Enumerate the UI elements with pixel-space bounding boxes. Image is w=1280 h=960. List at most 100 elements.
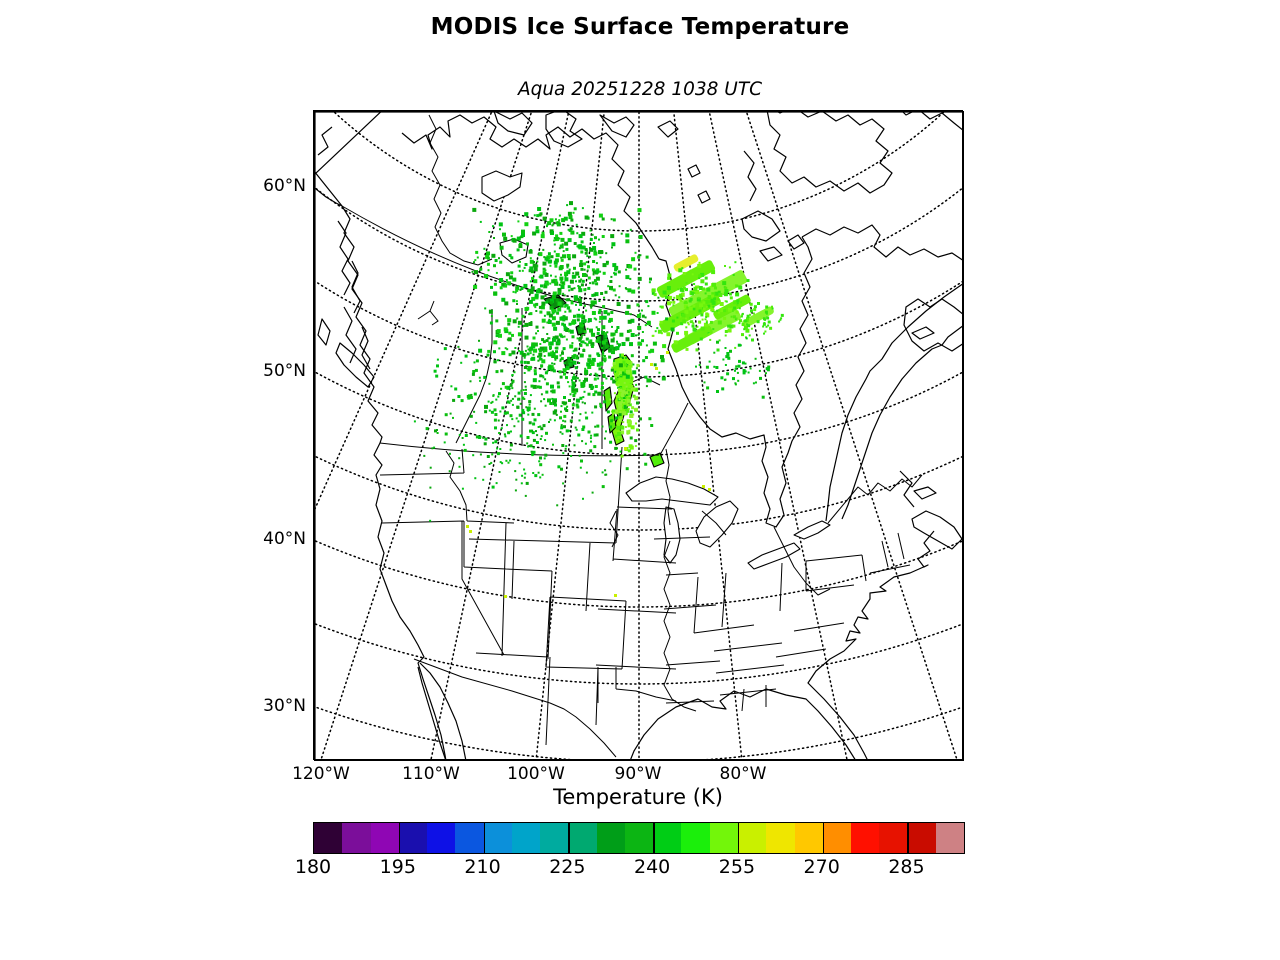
- temperature-pixel: [598, 300, 601, 302]
- temperature-pixel: [554, 264, 558, 268]
- temperature-pixel: [585, 471, 588, 474]
- temperature-pixel: [539, 346, 544, 351]
- river-mississippi: [664, 541, 696, 711]
- temperature-pixel: [601, 425, 604, 428]
- temperature-pixel: [570, 300, 573, 303]
- temperature-pixel: [684, 330, 689, 335]
- temperature-pixel: [584, 215, 589, 220]
- temperature-pixel: [538, 357, 542, 361]
- temperature-pixel: [507, 322, 511, 326]
- temperature-pixel: [628, 329, 632, 333]
- temperature-pixel: [625, 408, 630, 413]
- temperature-pixel: [547, 352, 552, 357]
- lon-tick-label: 110°W: [402, 764, 460, 784]
- temperature-pixel: [747, 324, 751, 328]
- temperature-pixel: [636, 363, 640, 367]
- temperature-pixel: [569, 227, 573, 231]
- temperature-pixel: [601, 471, 604, 474]
- temperature-pixel: [443, 441, 446, 444]
- temperature-pixel: [479, 220, 482, 223]
- temperature-pixel: [521, 269, 524, 272]
- lon-tick-label: 100°W: [507, 764, 565, 784]
- temperature-pixel: [555, 350, 558, 354]
- temperature-pixel: [506, 400, 510, 404]
- temperature-pixel: [628, 403, 632, 407]
- temperature-pixel: [532, 450, 536, 454]
- temperature-pixel: [538, 305, 542, 309]
- temperature-pixel: [617, 432, 622, 436]
- temperature-pixel: [562, 347, 566, 351]
- temperature-pixel: [704, 318, 707, 321]
- river-peace: [418, 301, 438, 325]
- temperature-pixel: [507, 318, 512, 323]
- temperature-pixel: [646, 378, 651, 383]
- temperature-pixel: [673, 340, 678, 345]
- temperature-pixel: [707, 295, 712, 300]
- temperature-pixel: [745, 337, 748, 340]
- temperature-pixel: [640, 309, 643, 312]
- temperature-pixel: [582, 497, 584, 500]
- temperature-pixel: [569, 393, 572, 396]
- temperature-pixel: [490, 461, 493, 464]
- temperature-pixel: [513, 425, 516, 428]
- temperature-pixel: [733, 300, 738, 305]
- temperature-pixel: [571, 411, 574, 414]
- temperature-pixel: [602, 305, 606, 309]
- temperature-pixel: [619, 355, 622, 358]
- temperature-pixel: [553, 243, 556, 246]
- temperature-pixel: [724, 364, 727, 366]
- temperature-pixel: [579, 353, 584, 358]
- temperature-pixel: [537, 355, 539, 358]
- temperature-pixel: [695, 348, 699, 352]
- temperature-pixel: [631, 384, 634, 387]
- temperature-pixel: [612, 218, 616, 222]
- temperature-pixel: [664, 296, 668, 299]
- temperature-pixel: [472, 370, 476, 373]
- temperature-pixel: [616, 302, 621, 306]
- temperature-pixel: [508, 353, 512, 357]
- temperature-pixel: [589, 449, 593, 453]
- temperature-pixel: [730, 309, 734, 312]
- temperature-pixel: [598, 213, 603, 218]
- temperature-pixel: [493, 350, 496, 354]
- temperature-pixel: [651, 310, 656, 315]
- lon-tick-label: 80°W: [719, 764, 767, 784]
- temperature-pixel: [701, 318, 704, 321]
- temperature-pixel: [573, 444, 576, 447]
- meridian-120W: [314, 111, 639, 761]
- temperature-pixel: [506, 338, 509, 341]
- temperature-pixel: [561, 350, 564, 353]
- temperature-pixel: [530, 450, 533, 453]
- temperature-pixel: [614, 294, 617, 297]
- temperature-pixel: [617, 371, 622, 376]
- temperature-pixel: [554, 218, 557, 221]
- temperature-pixel: [598, 250, 602, 255]
- temperature-pixel: [570, 455, 573, 457]
- temperature-pixel: [709, 338, 712, 341]
- temperature-pixel: [623, 381, 626, 384]
- temperature-pixel: [617, 270, 621, 274]
- temperature-pixel: [554, 347, 557, 350]
- temperature-pixel: [604, 338, 608, 342]
- temperature-pixel: [563, 326, 567, 330]
- temperature-pixel: [530, 357, 534, 361]
- temperature-pixel: [579, 413, 582, 416]
- temperature-pixel: [529, 346, 534, 351]
- temperature-pixel: [532, 263, 537, 268]
- lon-tick-label: 90°W: [614, 764, 662, 784]
- temperature-pixel: [574, 366, 578, 370]
- temperature-pixel: [582, 425, 586, 429]
- temperature-pixel: [496, 452, 500, 456]
- temperature-pixel: [562, 292, 565, 295]
- temperature-pixel: [602, 263, 607, 268]
- temperature-pixel: [522, 411, 526, 415]
- temperature-pixel: [596, 362, 601, 367]
- temperature-pixel: [532, 446, 535, 449]
- temperature-pixel: [458, 465, 461, 468]
- temperature-pixel: [543, 355, 546, 357]
- temperature-pixel: [750, 327, 753, 330]
- temperature-pixel: [603, 355, 606, 357]
- temperature-pixel: [579, 303, 583, 306]
- temperature-pixel: [567, 356, 571, 360]
- temperature-pixel: [541, 231, 545, 235]
